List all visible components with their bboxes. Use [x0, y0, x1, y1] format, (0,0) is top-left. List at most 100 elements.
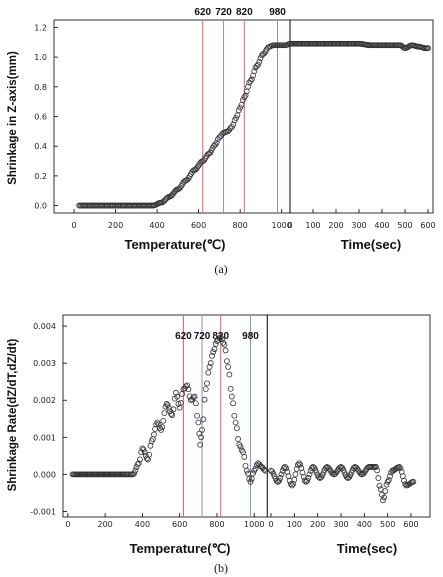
- data-point-temperature: [235, 436, 241, 442]
- data-point-time: [385, 477, 392, 483]
- x-tick-label-time: 300: [333, 520, 348, 529]
- data-point-time: [312, 466, 319, 473]
- data-point-time: [387, 473, 393, 480]
- data-point-temperature: [170, 406, 177, 413]
- data-point-temperature: [241, 454, 248, 460]
- chart-a: 620 720 820 980 0.0 0.2 0.4 0.6 0.8 1.0 1.2 0 200 4…: [7, 7, 436, 276]
- data-point-temperature: [141, 449, 148, 456]
- x-tick-label-time: 500: [380, 520, 395, 529]
- data-point-temperature: [206, 363, 213, 370]
- y-tick-label: 0.2: [34, 172, 47, 181]
- marker-label-980: 980: [269, 7, 286, 18]
- y-tick-label: 0.001: [33, 433, 56, 442]
- data-points-a: [76, 40, 431, 209]
- data-point-time: [340, 466, 347, 473]
- x-tick-label-temperature: 400: [135, 520, 150, 529]
- x-tick-label-time: 0: [287, 221, 292, 230]
- y-tick-label: 1.0: [34, 53, 47, 62]
- data-point-temperature: [216, 335, 223, 342]
- data-point-temperature: [155, 421, 162, 428]
- data-point-time: [322, 464, 329, 471]
- data-point-time: [277, 475, 284, 481]
- data-point-temperature: [135, 460, 142, 467]
- data-point-time: [410, 478, 417, 485]
- x-tick-label-temperature: 200: [97, 520, 112, 529]
- data-points-b: [69, 334, 417, 504]
- plot-frame-b: [62, 314, 431, 518]
- data-point-temperature: [161, 410, 168, 416]
- data-point-temperature: [146, 451, 153, 458]
- data-point-temperature: [225, 363, 232, 370]
- data-point-temperature: [173, 389, 179, 396]
- x-axis-label-time-b: Time(sec): [337, 541, 397, 556]
- data-point-temperature: [137, 456, 143, 463]
- y-ticks-a: 0.0 0.2 0.4 0.6 0.8 1.0 1.2: [34, 23, 58, 211]
- data-point-temperature: [147, 442, 154, 449]
- data-point-temperature: [257, 55, 264, 62]
- data-point-time: [401, 477, 407, 484]
- data-point-temperature: [134, 461, 141, 468]
- marker-label-620: 620: [175, 331, 192, 342]
- data-point-temperature: [159, 424, 166, 431]
- data-point-temperature: [223, 358, 230, 365]
- data-point-temperature: [245, 470, 251, 477]
- data-point-time: [287, 481, 294, 488]
- data-point-temperature: [140, 446, 147, 453]
- data-point-temperature: [132, 467, 139, 474]
- data-point-time: [382, 488, 389, 494]
- x-tick-label-temperature: 400: [149, 221, 164, 230]
- x-axis-label-temperature-b: Temperature(℃): [129, 541, 230, 556]
- data-point-time: [425, 45, 431, 52]
- data-point-temperature: [164, 402, 171, 409]
- data-point-time: [384, 478, 391, 485]
- data-point-temperature: [209, 353, 215, 359]
- data-point-time: [296, 460, 302, 467]
- data-point-time: [273, 478, 280, 484]
- x-tick-label-time: 300: [351, 221, 366, 230]
- chart-b: 620 720 820 980 -0.001 0.000 0.001 0.002 0.003 0…: [7, 314, 431, 575]
- data-point-temperature: [151, 431, 157, 438]
- x-tick-label-temperature: 1000: [272, 221, 292, 230]
- data-point-temperature: [261, 466, 268, 473]
- x-ticks-b: 0 200 400 600 800 1000 0 100 200 300 400 500 600: [65, 513, 419, 529]
- data-point-temperature: [211, 346, 218, 353]
- x-tick-label-time: 100: [305, 221, 320, 230]
- data-point-temperature: [245, 83, 251, 90]
- data-point-time: [350, 464, 357, 471]
- data-point-temperature: [160, 417, 167, 424]
- data-point-temperature: [233, 425, 240, 432]
- data-point-temperature: [178, 399, 184, 406]
- data-point-temperature: [227, 125, 234, 131]
- data-point-temperature: [198, 434, 205, 441]
- data-point-temperature: [175, 400, 182, 407]
- data-point-temperature: [145, 456, 151, 463]
- data-point-time: [282, 464, 288, 470]
- x-tick-label-time: 400: [374, 221, 389, 230]
- data-point-temperature: [179, 391, 186, 397]
- data-point-temperature: [194, 412, 200, 419]
- y-axis-label-b: Shrinkage Rate(dZ/dT,dZ/dt): [7, 338, 19, 491]
- x-tick-label-time: 500: [397, 221, 412, 230]
- data-point-temperature: [208, 147, 215, 154]
- caption-a: (a): [214, 262, 227, 276]
- y-ticks-b: -0.001 0.000 0.001 0.002 0.003 0.004: [30, 322, 67, 516]
- data-point-temperature: [243, 467, 250, 474]
- data-point-temperature: [237, 104, 244, 111]
- x-tick-label-temperature: 0: [65, 520, 70, 529]
- data-point-temperature: [226, 371, 233, 378]
- marker-label-820: 820: [236, 7, 253, 18]
- data-point-time: [376, 482, 383, 489]
- data-point-time: [380, 497, 386, 504]
- data-point-time: [341, 469, 348, 476]
- data-point-time: [270, 470, 277, 477]
- x-tick-label-time: 0: [268, 520, 273, 529]
- data-point-temperature: [205, 369, 212, 376]
- x-tick-label-time: 600: [403, 520, 418, 529]
- data-point-temperature: [199, 426, 205, 433]
- data-point-temperature: [222, 347, 229, 354]
- x-tick-label-temperature: 0: [71, 221, 76, 230]
- x-tick-label-temperature: 1000: [244, 520, 264, 529]
- data-point-temperature: [197, 441, 204, 448]
- marker-lines-a: 620 720 820 980: [194, 7, 291, 213]
